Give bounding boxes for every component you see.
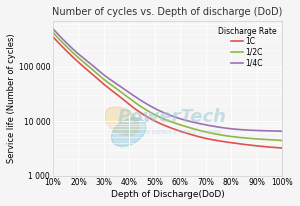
1/4C: [244, 129, 248, 131]
1/2C: [259, 138, 262, 140]
Text: ADVANCED ENERGY STORAGE SYSTEMS: ADVANCED ENERGY STORAGE SYSTEMS: [123, 130, 221, 135]
1/4C: [280, 130, 284, 132]
1C: [191, 134, 195, 136]
X-axis label: Depth of Discharge(DoD): Depth of Discharge(DoD): [111, 190, 224, 199]
Line: 1/2C: 1/2C: [53, 33, 282, 140]
1C: [280, 147, 284, 149]
1C: [187, 133, 190, 135]
1/4C: [188, 120, 191, 123]
Ellipse shape: [111, 118, 146, 146]
1C: [51, 36, 55, 38]
1/2C: [188, 126, 191, 129]
1/4C: [259, 129, 262, 132]
1/4C: [52, 28, 56, 31]
Ellipse shape: [104, 107, 139, 136]
Legend: 1C, 1/2C, 1/4C: 1C, 1/2C, 1/4C: [215, 24, 278, 69]
Line: 1/4C: 1/4C: [53, 29, 282, 131]
1/2C: [244, 137, 248, 139]
1C: [259, 145, 262, 147]
1/2C: [187, 126, 190, 129]
Line: 1C: 1C: [53, 37, 282, 148]
1/4C: [51, 28, 55, 30]
1/2C: [52, 32, 56, 35]
Text: PowerTech: PowerTech: [118, 108, 227, 126]
Y-axis label: Service life (Number of cycles): Service life (Number of cycles): [7, 33, 16, 163]
1C: [188, 133, 191, 135]
1/4C: [191, 121, 195, 123]
1/4C: [187, 120, 190, 122]
1/2C: [280, 139, 284, 142]
1C: [244, 143, 248, 146]
1/2C: [51, 31, 55, 34]
1C: [52, 36, 56, 39]
1/2C: [191, 128, 195, 130]
Title: Number of cycles vs. Depth of discharge (DoD): Number of cycles vs. Depth of discharge …: [52, 7, 283, 17]
